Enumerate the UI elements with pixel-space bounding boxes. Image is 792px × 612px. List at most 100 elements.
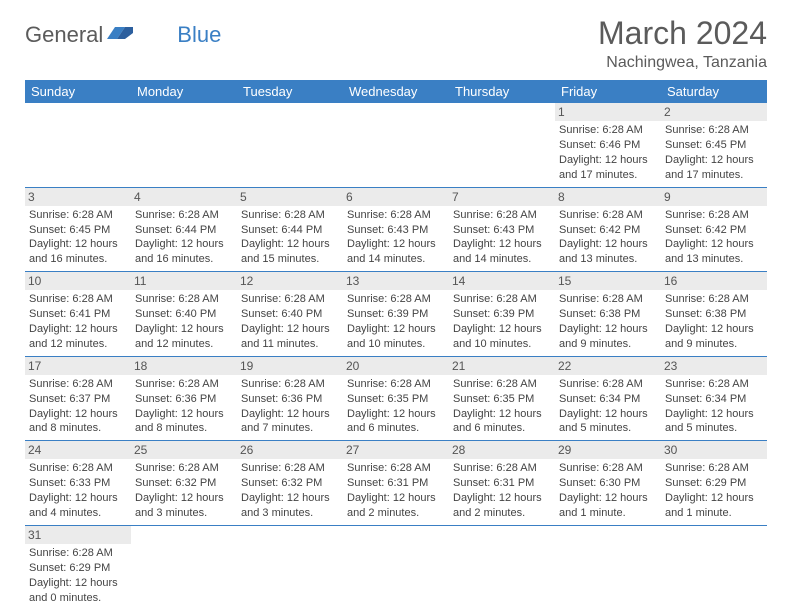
calendar-cell bbox=[449, 525, 555, 609]
calendar-week-row: 17Sunrise: 6:28 AMSunset: 6:37 PMDayligh… bbox=[25, 356, 767, 441]
day-number: 11 bbox=[131, 272, 237, 290]
sunset-text: Sunset: 6:36 PM bbox=[135, 392, 233, 407]
day-number: 13 bbox=[343, 272, 449, 290]
calendar-cell: 28Sunrise: 6:28 AMSunset: 6:31 PMDayligh… bbox=[449, 441, 555, 526]
daylight-text-1: Daylight: 12 hours bbox=[453, 322, 551, 337]
day-number: 7 bbox=[449, 188, 555, 206]
sunset-text: Sunset: 6:31 PM bbox=[347, 476, 445, 491]
sunrise-text: Sunrise: 6:28 AM bbox=[347, 208, 445, 223]
calendar-cell: 15Sunrise: 6:28 AMSunset: 6:38 PMDayligh… bbox=[555, 272, 661, 357]
daylight-text-1: Daylight: 12 hours bbox=[347, 322, 445, 337]
sunrise-text: Sunrise: 6:28 AM bbox=[665, 377, 763, 392]
day-number: 19 bbox=[237, 357, 343, 375]
location: Nachingwea, Tanzania bbox=[598, 54, 767, 72]
daylight-text-1: Daylight: 12 hours bbox=[135, 322, 233, 337]
daylight-text-1: Daylight: 12 hours bbox=[29, 322, 127, 337]
daylight-text-1: Daylight: 12 hours bbox=[665, 322, 763, 337]
daylight-text-2: and 1 minute. bbox=[665, 506, 763, 521]
sunrise-text: Sunrise: 6:28 AM bbox=[453, 208, 551, 223]
calendar-cell: 3Sunrise: 6:28 AMSunset: 6:45 PMDaylight… bbox=[25, 187, 131, 272]
calendar-cell: 7 Sunrise: 6:28 AMSunset: 6:43 PMDaylight… bbox=[449, 187, 555, 272]
sunset-text: Sunset: 6:41 PM bbox=[29, 307, 127, 322]
daylight-text-1: Daylight: 12 hours bbox=[559, 322, 657, 337]
sunrise-text: Sunrise: 6:28 AM bbox=[29, 377, 127, 392]
calendar-cell: 16Sunrise: 6:28 AMSunset: 6:38 PMDayligh… bbox=[661, 272, 767, 357]
daylight-text-2: and 14 minutes. bbox=[347, 252, 445, 267]
calendar-cell bbox=[661, 525, 767, 609]
sunset-text: Sunset: 6:35 PM bbox=[347, 392, 445, 407]
calendar-week-row: 24Sunrise: 6:28 AMSunset: 6:33 PMDayligh… bbox=[25, 441, 767, 526]
daylight-text-2: and 7 minutes. bbox=[241, 421, 339, 436]
sunrise-text: Sunrise: 6:28 AM bbox=[29, 546, 127, 561]
daylight-text-2: and 3 minutes. bbox=[241, 506, 339, 521]
calendar-cell bbox=[237, 525, 343, 609]
sunrise-text: Sunrise: 6:28 AM bbox=[135, 461, 233, 476]
sunset-text: Sunset: 6:34 PM bbox=[665, 392, 763, 407]
calendar-cell: 4Sunrise: 6:28 AMSunset: 6:44 PMDaylight… bbox=[131, 187, 237, 272]
sunrise-text: Sunrise: 6:28 AM bbox=[665, 292, 763, 307]
daylight-text-2: and 13 minutes. bbox=[665, 252, 763, 267]
calendar-cell: 17Sunrise: 6:28 AMSunset: 6:37 PMDayligh… bbox=[25, 356, 131, 441]
calendar-cell: 11Sunrise: 6:28 AMSunset: 6:40 PMDayligh… bbox=[131, 272, 237, 357]
daylight-text-1: Daylight: 12 hours bbox=[559, 237, 657, 252]
daylight-text-1: Daylight: 12 hours bbox=[453, 237, 551, 252]
calendar-body: 1Sunrise: 6:28 AMSunset: 6:46 PMDaylight… bbox=[25, 103, 767, 609]
daylight-text-1: Daylight: 12 hours bbox=[347, 407, 445, 422]
calendar-cell: 9Sunrise: 6:28 AMSunset: 6:42 PMDaylight… bbox=[661, 187, 767, 272]
day-header-saturday: Saturday bbox=[661, 80, 767, 103]
logo: General Blue bbox=[25, 21, 221, 49]
calendar-cell bbox=[25, 103, 131, 187]
sunrise-text: Sunrise: 6:28 AM bbox=[453, 292, 551, 307]
calendar-cell: 29Sunrise: 6:28 AMSunset: 6:30 PMDayligh… bbox=[555, 441, 661, 526]
sunrise-text: Sunrise: 6:28 AM bbox=[665, 123, 763, 138]
sunrise-text: Sunrise: 6:28 AM bbox=[665, 208, 763, 223]
daylight-text-1: Daylight: 12 hours bbox=[135, 237, 233, 252]
daylight-text-2: and 11 minutes. bbox=[241, 337, 339, 352]
sunset-text: Sunset: 6:42 PM bbox=[559, 223, 657, 238]
sunset-text: Sunset: 6:40 PM bbox=[241, 307, 339, 322]
day-header-friday: Friday bbox=[555, 80, 661, 103]
sunset-text: Sunset: 6:29 PM bbox=[665, 476, 763, 491]
sunrise-text: Sunrise: 6:28 AM bbox=[559, 377, 657, 392]
daylight-text-1: Daylight: 12 hours bbox=[665, 407, 763, 422]
sunset-text: Sunset: 6:44 PM bbox=[135, 223, 233, 238]
calendar-table: Sunday Monday Tuesday Wednesday Thursday… bbox=[25, 80, 767, 609]
day-header-wednesday: Wednesday bbox=[343, 80, 449, 103]
daylight-text-2: and 6 minutes. bbox=[453, 421, 551, 436]
day-number: 22 bbox=[555, 357, 661, 375]
day-header-monday: Monday bbox=[131, 80, 237, 103]
sunset-text: Sunset: 6:37 PM bbox=[29, 392, 127, 407]
calendar-cell: 26Sunrise: 6:28 AMSunset: 6:32 PMDayligh… bbox=[237, 441, 343, 526]
sunset-text: Sunset: 6:39 PM bbox=[347, 307, 445, 322]
day-number: 5 bbox=[237, 188, 343, 206]
daylight-text-2: and 1 minute. bbox=[559, 506, 657, 521]
sunrise-text: Sunrise: 6:28 AM bbox=[29, 292, 127, 307]
calendar-cell bbox=[555, 525, 661, 609]
calendar-cell: 12Sunrise: 6:28 AMSunset: 6:40 PMDayligh… bbox=[237, 272, 343, 357]
daylight-text-2: and 9 minutes. bbox=[665, 337, 763, 352]
daylight-text-2: and 5 minutes. bbox=[665, 421, 763, 436]
sunset-text: Sunset: 6:43 PM bbox=[347, 223, 445, 238]
daylight-text-2: and 10 minutes. bbox=[347, 337, 445, 352]
daylight-text-2: and 3 minutes. bbox=[135, 506, 233, 521]
day-number: 3 bbox=[25, 188, 131, 206]
daylight-text-2: and 16 minutes. bbox=[29, 252, 127, 267]
sunrise-text: Sunrise: 6:28 AM bbox=[347, 461, 445, 476]
calendar-cell: 6Sunrise: 6:28 AMSunset: 6:43 PMDaylight… bbox=[343, 187, 449, 272]
day-number: 27 bbox=[343, 441, 449, 459]
sunset-text: Sunset: 6:43 PM bbox=[453, 223, 551, 238]
month-title: March 2024 bbox=[598, 15, 767, 52]
sunrise-text: Sunrise: 6:28 AM bbox=[241, 292, 339, 307]
day-number: 8 bbox=[555, 188, 661, 206]
day-number: 29 bbox=[555, 441, 661, 459]
sunset-text: Sunset: 6:32 PM bbox=[241, 476, 339, 491]
calendar-week-row: 3Sunrise: 6:28 AMSunset: 6:45 PMDaylight… bbox=[25, 187, 767, 272]
day-number: 16 bbox=[661, 272, 767, 290]
daylight-text-1: Daylight: 12 hours bbox=[559, 407, 657, 422]
sunrise-text: Sunrise: 6:28 AM bbox=[241, 461, 339, 476]
daylight-text-1: Daylight: 12 hours bbox=[29, 237, 127, 252]
calendar-cell: 30Sunrise: 6:28 AMSunset: 6:29 PMDayligh… bbox=[661, 441, 767, 526]
sunrise-text: Sunrise: 6:28 AM bbox=[347, 292, 445, 307]
header: General Blue March 2024 Nachingwea, Tanz… bbox=[25, 15, 767, 72]
day-number: 21 bbox=[449, 357, 555, 375]
